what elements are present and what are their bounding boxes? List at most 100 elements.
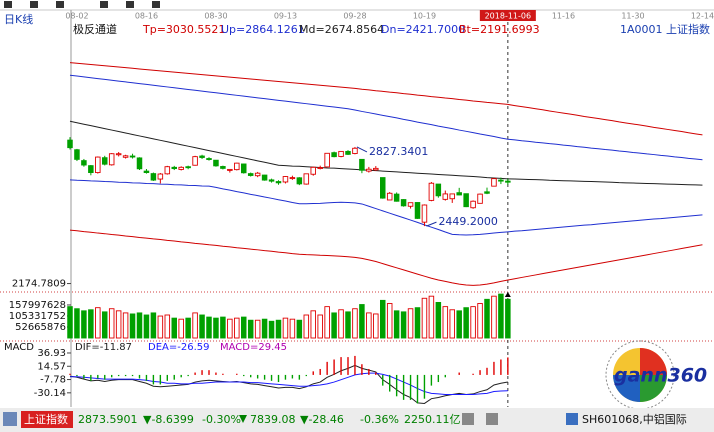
candle-body <box>296 177 303 185</box>
volume-bar <box>150 312 157 339</box>
y-tick-label: 36.93 <box>37 348 66 359</box>
volume-bar <box>206 316 212 339</box>
candle-body <box>352 147 358 154</box>
volume-bar <box>95 307 101 339</box>
icon[interactable] <box>486 413 498 425</box>
legend-entry: Tp=3030.5521 <box>142 23 225 36</box>
index-pct: -0.30% <box>202 413 241 426</box>
icon[interactable] <box>30 1 38 8</box>
volume-bar <box>352 308 358 339</box>
candle-body <box>345 150 351 155</box>
volume-bar <box>456 310 462 339</box>
volume-bar <box>247 319 254 339</box>
candle-body <box>74 149 80 160</box>
candle-body <box>484 191 490 194</box>
candle-body <box>101 157 108 165</box>
candle-body <box>428 182 435 201</box>
candle-body <box>289 177 296 180</box>
volume-bar <box>386 303 393 339</box>
candle-body <box>407 202 414 207</box>
volume-bar <box>414 307 421 339</box>
volume-bar <box>213 317 219 339</box>
index2-pct: -0.36% <box>360 413 399 426</box>
toolbar-icons <box>4 1 160 8</box>
x-tick-label: 11-30 <box>621 12 644 21</box>
annotation: 2827.3401 <box>369 145 429 158</box>
candle-body <box>400 199 407 207</box>
x-tick-label: 12-14 <box>691 12 714 21</box>
volume-bar <box>178 318 184 339</box>
volume-bar <box>192 312 198 339</box>
candle-body <box>282 176 289 183</box>
candle-body <box>393 193 400 202</box>
icon[interactable] <box>3 412 17 426</box>
candle-body <box>449 193 456 200</box>
candle-body <box>477 193 483 204</box>
volume-bar <box>115 310 122 339</box>
candle-body <box>303 173 310 185</box>
index2-amount: 2250.11亿 <box>404 413 461 426</box>
logo-wedge <box>640 375 667 402</box>
volume-bar <box>282 317 289 339</box>
candle-body <box>185 166 191 169</box>
volume-bar <box>101 311 108 339</box>
index-tab[interactable] <box>21 411 73 428</box>
stock-label[interactable]: SH601068,中铝国际 <box>582 412 687 426</box>
icon[interactable] <box>100 1 108 8</box>
volume-bar <box>338 309 344 339</box>
volume-bar <box>199 314 205 339</box>
legend-entry: DIF=-11.87 <box>75 342 132 353</box>
y-tick-label: -30.14 <box>34 388 66 399</box>
volume-bar <box>477 303 483 339</box>
candle-body <box>421 204 428 223</box>
candle-body <box>463 193 469 208</box>
volume-bar <box>317 314 323 339</box>
volume-bar <box>498 293 504 339</box>
legend-entry: Bt=2191.6993 <box>459 23 540 36</box>
candle-body <box>199 155 205 158</box>
volume-bar <box>393 310 400 339</box>
x-tick-label: 09-13 <box>274 12 297 21</box>
candle-body <box>81 160 87 166</box>
icon[interactable] <box>126 1 134 8</box>
candle-body <box>261 174 268 181</box>
volume-bar <box>366 312 372 339</box>
candle-body <box>129 155 136 158</box>
logo-wedge <box>613 375 640 402</box>
macd-title: MACD <box>4 342 34 353</box>
index-change: ▼-8.6399 <box>143 413 194 426</box>
volume-bar <box>164 314 171 339</box>
legend-entry: Dn=2421.7000 <box>381 23 465 36</box>
volume-bar <box>435 302 442 339</box>
volume-bar <box>491 295 497 339</box>
candle-body <box>95 156 101 174</box>
volume-bar <box>359 304 365 339</box>
candle-body <box>366 168 372 172</box>
volume-bar <box>261 318 268 339</box>
x-tick-label: 11-16 <box>552 12 575 21</box>
volume-bar <box>157 315 164 339</box>
volume-bar <box>303 314 310 339</box>
volume-bar <box>296 319 303 339</box>
volume-bar <box>373 313 379 339</box>
band-line <box>69 229 703 286</box>
icon[interactable] <box>152 1 160 8</box>
legend-entry: DEA=-26.59 <box>148 342 209 353</box>
icon[interactable] <box>566 413 578 425</box>
candle-body <box>324 152 330 168</box>
candle-body <box>268 179 275 182</box>
icon[interactable] <box>56 1 64 8</box>
annotation-pointer <box>426 221 437 227</box>
legend-entry: MACD=29.45 <box>220 342 287 353</box>
volume-bar <box>122 312 129 339</box>
candle-body <box>338 150 344 157</box>
candle-body <box>498 179 504 182</box>
volume-bar <box>331 312 337 339</box>
icon[interactable] <box>4 1 12 8</box>
icon[interactable] <box>462 413 474 425</box>
y-tick-label: 157997628 <box>9 300 66 311</box>
volume-bar <box>227 318 233 339</box>
index-name[interactable]: 上证指数 <box>24 412 68 426</box>
